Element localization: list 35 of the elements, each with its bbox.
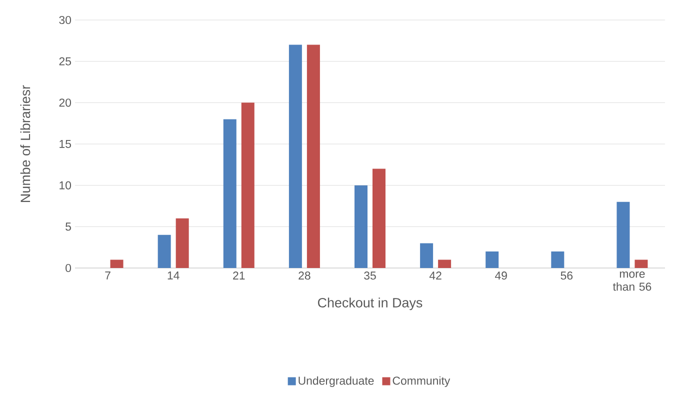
bar <box>306 44 320 268</box>
bar <box>634 260 648 268</box>
bar <box>288 44 302 268</box>
bar <box>110 260 124 268</box>
bar <box>223 119 236 268</box>
bar <box>438 260 452 268</box>
x-axis-title: Checkout in Days <box>318 298 422 310</box>
y-tick-label: 15 <box>60 140 71 148</box>
y-tick-label: 25 <box>59 57 71 66</box>
y-tick-label: 20 <box>59 98 72 107</box>
bar <box>354 185 368 268</box>
x-tick-label: more than 56 <box>612 272 652 291</box>
y-tick-label: 30 <box>59 16 72 24</box>
x-tick-label: 49 <box>495 272 507 280</box>
x-tick-label: 35 <box>364 272 376 280</box>
x-tick-label: 42 <box>429 272 442 280</box>
y-tick-label: 10 <box>60 181 72 190</box>
legend-label: Undergraduate <box>298 376 374 388</box>
x-tick-label: 56 <box>560 272 573 280</box>
bar <box>551 251 564 268</box>
bar <box>486 251 499 268</box>
bar <box>158 234 171 268</box>
bar <box>616 202 630 268</box>
y-axis-title: Numbe of Librariesr <box>20 85 30 202</box>
bar <box>241 102 254 268</box>
x-tick-label: 21 <box>233 272 245 280</box>
bar <box>372 168 386 268</box>
bar <box>176 218 189 268</box>
y-tick-label: 5 <box>66 222 71 231</box>
legend-label: Community <box>392 376 450 388</box>
y-tick-label: 0 <box>66 264 72 272</box>
x-tick-label: 7 <box>105 272 110 280</box>
x-tick-label: 28 <box>298 272 310 280</box>
bar <box>420 243 434 268</box>
x-tick-label: 14 <box>168 272 180 280</box>
